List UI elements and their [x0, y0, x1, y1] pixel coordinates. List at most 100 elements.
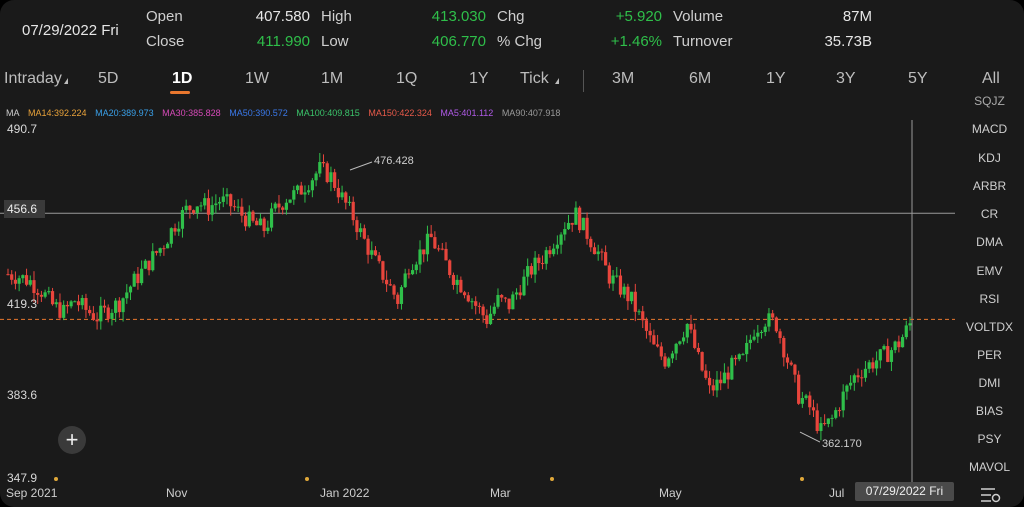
- indicator-dma[interactable]: DMA: [976, 235, 1003, 249]
- candle-body: [62, 304, 66, 318]
- close-label: Close: [146, 33, 185, 50]
- candle-body: [529, 266, 533, 275]
- candle-body: [771, 313, 775, 318]
- tab-1d[interactable]: 1D: [172, 70, 193, 87]
- tab-1y[interactable]: 1Y: [469, 70, 489, 87]
- candle-body: [863, 368, 868, 378]
- tab-all[interactable]: All: [982, 70, 1000, 87]
- tab-intraday-label: Intraday: [4, 70, 62, 87]
- candle-body: [696, 347, 701, 353]
- tab-1y-long[interactable]: 1Y: [766, 70, 786, 87]
- candle-body: [121, 298, 125, 313]
- indicator-mavol[interactable]: MAVOL: [968, 460, 1011, 474]
- candle-body: [43, 292, 47, 297]
- indicator-bias[interactable]: BIAS: [975, 404, 1004, 418]
- low-label: Low: [321, 33, 349, 50]
- x-label: May: [659, 486, 682, 500]
- candle-body: [622, 286, 626, 295]
- candle-body: [722, 372, 727, 384]
- candle-body: [39, 294, 44, 297]
- candle-body: [674, 343, 678, 354]
- tab-1q[interactable]: 1Q: [396, 70, 418, 87]
- candle-body: [908, 323, 912, 326]
- add-indicator-button[interactable]: +: [58, 426, 86, 454]
- candlestick-chart[interactable]: 476.428 362.170: [0, 120, 955, 487]
- tab-tick-label: Tick: [520, 70, 549, 87]
- candle-body: [462, 292, 467, 296]
- candle-body: [392, 285, 396, 295]
- candle-body: [333, 172, 337, 188]
- candle-body: [128, 286, 133, 293]
- candle-body: [693, 329, 697, 348]
- candle-body: [217, 201, 222, 204]
- indicator-macd[interactable]: MACD: [971, 122, 1008, 136]
- candle-body: [641, 311, 645, 321]
- tab-1m[interactable]: 1M: [321, 70, 344, 87]
- candle-body: [704, 370, 708, 378]
- indicator-psy[interactable]: PSY: [977, 432, 1002, 446]
- indicator-dmi[interactable]: DMI: [978, 376, 1001, 390]
- tab-3y[interactable]: 3Y: [836, 70, 856, 87]
- candle-body: [455, 279, 459, 285]
- tab-5y[interactable]: 5Y: [908, 70, 928, 87]
- tab-1w[interactable]: 1W: [245, 70, 269, 87]
- candle-body: [544, 250, 548, 264]
- indicator-sqjz[interactable]: SQJZ: [974, 94, 1005, 108]
- candle-body: [630, 291, 634, 302]
- settings-icon[interactable]: [980, 486, 1002, 504]
- ma-legend[interactable]: MA MA14:392.224 MA20:389.973 MA30:385.82…: [6, 108, 566, 118]
- candle-body: [251, 211, 255, 221]
- candle-body: [318, 162, 322, 174]
- tab-tick[interactable]: Tick: [520, 70, 559, 88]
- candle-body: [611, 275, 615, 284]
- candle-body: [444, 248, 448, 261]
- candle-body: [615, 275, 619, 277]
- dropdown-corner-icon: [554, 78, 559, 84]
- candle-body: [860, 377, 864, 379]
- indicator-arbr[interactable]: ARBR: [972, 179, 1007, 193]
- candle-body: [707, 377, 712, 386]
- candle-body: [58, 302, 62, 318]
- indicator-per[interactable]: PER: [977, 348, 1002, 362]
- candle-body: [871, 362, 875, 369]
- candle-body: [373, 250, 378, 256]
- candle-body: [548, 250, 552, 255]
- candle-body: [166, 243, 170, 249]
- candle-body: [110, 312, 114, 319]
- candle-body: [136, 273, 140, 284]
- candle-body: [797, 374, 801, 404]
- tab-5d[interactable]: 5D: [98, 70, 119, 87]
- ma-legend-item: MA30:385.828: [162, 108, 221, 118]
- candle-body: [730, 357, 734, 380]
- candle-body: [496, 294, 500, 307]
- active-tab-indicator: [170, 91, 190, 94]
- chg-label: Chg: [497, 8, 525, 25]
- candle-body: [856, 375, 860, 378]
- ma-legend-item: MA14:392.224: [28, 108, 87, 118]
- candle-body: [396, 294, 400, 304]
- indicator-rsi[interactable]: RSI: [979, 292, 1000, 306]
- candle-body: [604, 252, 608, 266]
- candle-body: [518, 292, 522, 296]
- y-crosshair-label: 456.6: [4, 200, 45, 218]
- candle-body: [737, 354, 741, 360]
- candle-body: [652, 335, 656, 345]
- ma-legend-item: MA100:409.815: [296, 108, 360, 118]
- candle-body: [388, 284, 392, 286]
- candle-body: [255, 220, 259, 226]
- tab-3m[interactable]: 3M: [612, 70, 635, 87]
- candle-body: [533, 257, 537, 275]
- candle-body: [140, 268, 144, 284]
- candle-body: [24, 275, 29, 285]
- tab-intraday[interactable]: Intraday: [4, 70, 68, 88]
- y-label-bottom: 347.9: [7, 471, 38, 485]
- candle-body: [526, 266, 530, 277]
- indicator-cr[interactable]: CR: [980, 207, 999, 221]
- candle-body: [36, 293, 40, 295]
- tab-6m[interactable]: 6M: [689, 70, 712, 87]
- indicator-emv[interactable]: EMV: [976, 264, 1003, 278]
- candle-body: [65, 304, 69, 307]
- indicator-kdj[interactable]: KDJ: [978, 151, 1001, 165]
- candle-body: [106, 307, 110, 319]
- indicator-voltdx[interactable]: VOLTDX: [965, 320, 1014, 334]
